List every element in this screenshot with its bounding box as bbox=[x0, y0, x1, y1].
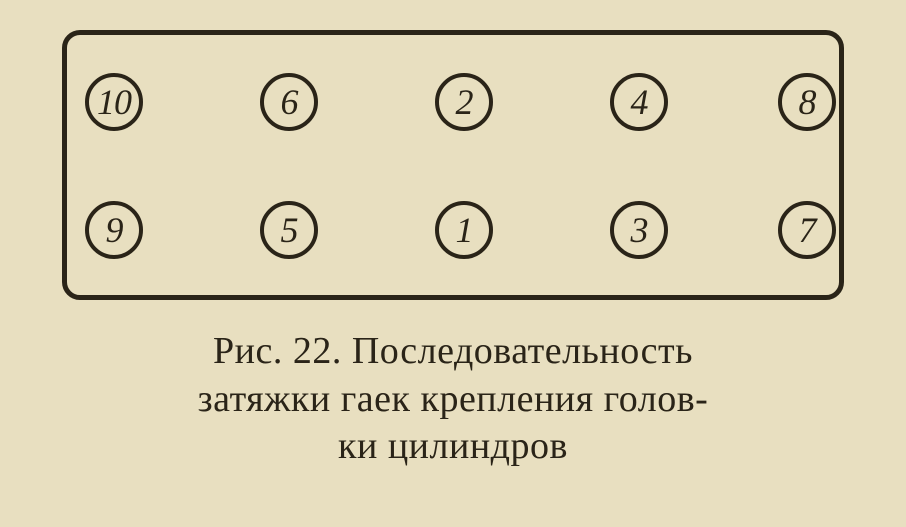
figure-caption: Рис. 22. Последовательность затяжки гаек… bbox=[62, 328, 844, 471]
nut-4: 4 bbox=[610, 73, 668, 131]
caption-line-3: ки цилиндров bbox=[62, 423, 844, 471]
nut-8: 8 bbox=[778, 73, 836, 131]
nut-1: 1 bbox=[435, 201, 493, 259]
nut-10: 10 bbox=[85, 73, 143, 131]
nut-7: 7 bbox=[778, 201, 836, 259]
nut-3: 3 bbox=[610, 201, 668, 259]
nut-9: 9 bbox=[85, 201, 143, 259]
caption-line-1: Рис. 22. Последовательность bbox=[62, 328, 844, 376]
caption-line-2: затяжки гаек крепления голов- bbox=[62, 376, 844, 424]
nut-6: 6 bbox=[260, 73, 318, 131]
cylinder-head-plate: 10 6 2 4 8 9 5 1 3 7 bbox=[62, 30, 844, 300]
nut-5: 5 bbox=[260, 201, 318, 259]
nut-2: 2 bbox=[435, 73, 493, 131]
